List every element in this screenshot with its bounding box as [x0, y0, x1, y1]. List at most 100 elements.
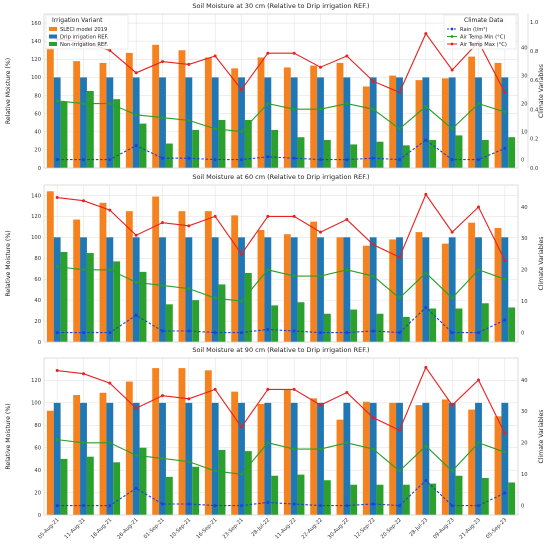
bar-non-irrigation-ref-: [218, 449, 226, 515]
plot-frame: [43, 13, 519, 169]
point-rain-l-m-: [82, 158, 85, 162]
point-rain-l-m-: [55, 331, 59, 335]
bar-drip-irrigation-ref-: [343, 237, 351, 342]
chart-title: Soil Moisture at 30 cm (Relative to Drip…: [192, 2, 369, 10]
bar-non-irrigation-ref-: [297, 302, 305, 342]
bar-sleci-model-2019: [468, 222, 476, 342]
bar-sleci-model-2019: [257, 230, 265, 342]
bar-drip-irrigation-ref-: [317, 77, 324, 168]
bar-non-irrigation-ref-: [350, 144, 358, 168]
bar-non-irrigation-ref-: [218, 284, 226, 342]
x-tick-label: 11-Aug-21: [64, 517, 87, 540]
point-air-temp-max-c-: [82, 372, 85, 376]
bar-non-irrigation-ref-: [376, 313, 384, 342]
bar-non-irrigation-ref-: [455, 475, 463, 515]
point-air-temp-max-c-: [240, 425, 243, 429]
climate-legend-marker: [450, 35, 454, 38]
point-air-temp-min-c-: [292, 274, 296, 278]
y3-tick-label: 1.0: [530, 20, 538, 26]
y-tick-label: 0: [38, 166, 41, 172]
bar-drip-irrigation-ref-: [343, 402, 351, 515]
bar-drip-irrigation-ref-: [264, 77, 272, 168]
point-rain-l-m-: [424, 138, 428, 142]
point-air-temp-min-c-: [371, 274, 375, 278]
point-air-temp-min-c-: [450, 469, 454, 473]
point-air-temp-max-c-: [82, 199, 85, 203]
point-rain-l-m-: [319, 331, 322, 335]
point-air-temp-min-c-: [292, 107, 296, 111]
bar-non-irrigation-ref-: [165, 143, 173, 168]
point-rain-l-m-: [213, 504, 217, 508]
bar-sleci-model-2019: [125, 52, 133, 168]
y2-tick-label: 40: [521, 378, 528, 384]
bar-drip-irrigation-ref-: [159, 237, 166, 342]
point-air-temp-max-c-: [240, 88, 243, 92]
y2-tick-label: 0: [521, 503, 524, 509]
chart-panel-1: 0 20 40 60 80 100 120 140 160 0 10 20 30 40 0.0 0.2 0.4 0…: [5, 2, 545, 172]
x-tick-label: 09-Aug-23: [432, 517, 455, 540]
bar-drip-irrigation-ref-: [422, 402, 430, 515]
point-air-temp-min-c-: [187, 287, 191, 291]
point-rain-l-m-: [266, 155, 270, 159]
y2-tick-label: 30: [521, 236, 528, 242]
point-air-temp-min-c-: [108, 102, 112, 106]
bar-non-irrigation-ref-: [86, 253, 94, 342]
point-air-temp-max-c-: [398, 428, 401, 432]
point-air-temp-max-c-: [450, 230, 454, 234]
chart-title: Soil Moisture at 90 cm (Relative to Drip…: [192, 346, 369, 354]
point-rain-l-m-: [108, 158, 112, 162]
point-rain-l-m-: [266, 327, 270, 331]
y2-tick-label: 20: [521, 268, 528, 274]
point-rain-l-m-: [477, 158, 480, 162]
x-tick-label: 26-Aug-21: [116, 517, 139, 540]
bar-non-irrigation-ref-: [271, 475, 279, 515]
y2-tick-label: 40: [521, 45, 528, 51]
y3-tick-label: 0.2: [530, 137, 538, 143]
bar-sleci-model-2019: [152, 44, 160, 168]
bar-non-irrigation-ref-: [113, 462, 121, 515]
line-rain-l-m-: [57, 306, 506, 334]
point-rain-l-m-: [240, 158, 243, 162]
bar-non-irrigation-ref-: [455, 135, 463, 168]
y-tick-label: 80: [34, 93, 41, 99]
bar-non-irrigation-ref-: [244, 272, 252, 342]
point-air-temp-min-c-: [503, 110, 507, 114]
x-tick-label: 21-Aug-23: [459, 517, 482, 540]
point-rain-l-m-: [424, 305, 428, 309]
y2-tick-label: 20: [521, 441, 528, 447]
y-tick-label: 60: [34, 111, 41, 117]
point-rain-l-m-: [161, 329, 164, 333]
point-rain-l-m-: [319, 504, 322, 508]
bar-non-irrigation-ref-: [60, 101, 68, 168]
point-air-temp-max-c-: [108, 208, 112, 212]
y2-tick-label: 10: [521, 472, 528, 478]
climate-legend-marker: [450, 42, 454, 46]
bar-non-irrigation-ref-: [350, 309, 358, 342]
point-air-temp-max-c-: [266, 387, 270, 391]
bar-non-irrigation-ref-: [218, 119, 226, 168]
y-tick-label: 60: [34, 446, 41, 452]
bar-sleci-model-2019: [99, 202, 107, 342]
point-air-temp-max-c-: [319, 403, 322, 407]
point-rain-l-m-: [134, 486, 138, 490]
point-rain-l-m-: [55, 158, 59, 162]
climate-legend: Climate Data Rain (l/m²)Air Temp Min (°C)…: [443, 14, 517, 50]
bar-sleci-model-2019: [257, 57, 265, 168]
bar-non-irrigation-ref-: [376, 484, 384, 515]
point-rain-l-m-: [371, 502, 375, 506]
point-air-temp-min-c-: [424, 444, 428, 448]
point-air-temp-max-c-: [266, 51, 270, 55]
bar-non-irrigation-ref-: [86, 91, 94, 168]
point-rain-l-m-: [187, 502, 191, 506]
bar-sleci-model-2019: [46, 410, 54, 515]
point-rain-l-m-: [108, 504, 112, 508]
point-air-temp-max-c-: [292, 214, 296, 218]
y-tick-label: 40: [34, 468, 41, 474]
point-air-temp-max-c-: [371, 416, 375, 420]
bar-drip-irrigation-ref-: [501, 77, 509, 168]
bar-non-irrigation-ref-: [429, 483, 437, 515]
bar-non-irrigation-ref-: [402, 145, 410, 168]
climate-legend-marker: [450, 27, 454, 31]
bar-drip-irrigation-ref-: [80, 237, 87, 342]
bar-non-irrigation-ref-: [192, 466, 200, 515]
